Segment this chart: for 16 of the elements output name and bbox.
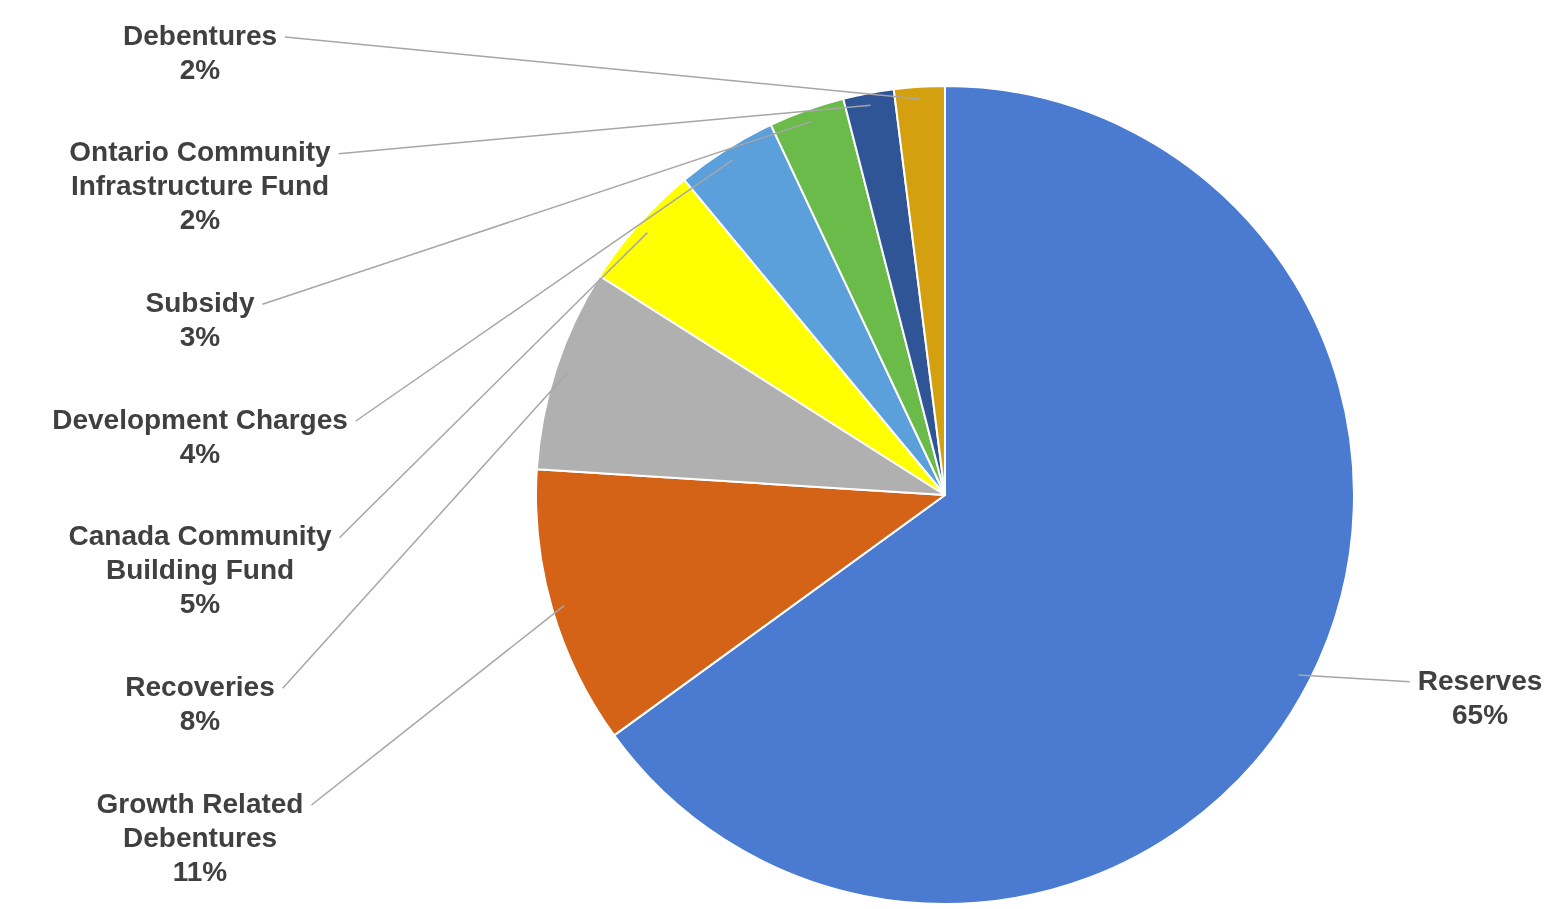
slice-label: Debentures [122, 19, 278, 51]
slice-label: Growth Related Debentures [96, 787, 304, 853]
data-label: 8% [179, 705, 221, 737]
slice-label: Canada Community Building Fund [68, 520, 332, 586]
slice-label: Reserves [1417, 664, 1543, 696]
data-label: 3% [179, 321, 221, 353]
data-label: 11% [172, 855, 228, 887]
slice-label: Development Charges [52, 403, 348, 435]
data-label: 5% [179, 588, 221, 620]
slice-label: Ontario Community Infrastructure Fund [69, 136, 332, 202]
slice-label: Subsidy [145, 287, 255, 319]
data-label: 65% [1451, 698, 1509, 730]
data-label: 4% [179, 437, 221, 469]
slice-label: Recoveries [125, 671, 275, 703]
data-label: 2% [179, 204, 221, 236]
data-label: 2% [179, 53, 221, 85]
